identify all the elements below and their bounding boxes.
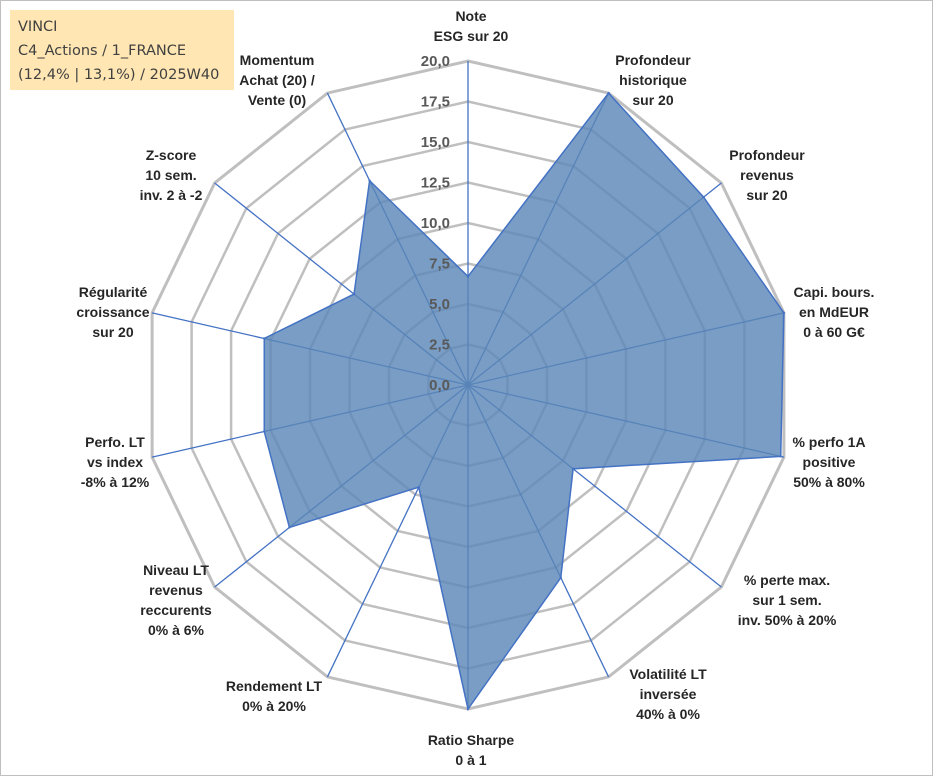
category-label-line: Niveau LT <box>143 562 209 578</box>
category-label-line: Volatilité LT <box>629 666 707 682</box>
category-label-line: Capi. bours. <box>794 284 875 300</box>
category-label-line: Profondeur <box>615 52 691 68</box>
category-label-line: sur 20 <box>632 92 673 108</box>
data-point-4 <box>782 311 786 315</box>
data-point-13 <box>352 292 356 296</box>
category-label-line: 0% à 6% <box>148 622 205 638</box>
category-label-line: sur 20 <box>746 187 787 203</box>
tick-label: 7,5 <box>429 256 450 273</box>
category-label-line: Achat (20) / <box>239 72 315 88</box>
category-label-line: 50% à 80% <box>793 474 865 490</box>
category-label-line: 0% à 20% <box>242 698 306 714</box>
category-label-3: Profondeur revenus sur 20 <box>729 147 805 203</box>
data-point-2 <box>607 91 610 95</box>
info-box: VINCI C4_Actions / 1_FRANCE (12,4% | 13,… <box>10 10 234 90</box>
category-labels: Note ESG sur 20 Profondeur historique sur 20… <box>76 8 874 768</box>
category-label-line: Z-score <box>146 147 197 163</box>
category-label-1: Note ESG sur 20 <box>434 8 509 44</box>
category-label-line: Perfo. LT <box>85 434 145 450</box>
data-point-14 <box>368 179 371 182</box>
data-point-6 <box>571 467 575 471</box>
series-area-1 <box>263 91 785 711</box>
category-label-line: inversée <box>640 686 697 702</box>
category-label-line: Régularité <box>79 284 148 300</box>
data-point-1 <box>466 275 470 278</box>
stock-stats: (12,4% | 13,1%) / 2025W40 <box>18 67 220 83</box>
category-label-line: croissance <box>76 304 149 320</box>
data-point-12 <box>263 337 266 340</box>
stock-category: C4_Actions / 1_FRANCE <box>18 43 187 59</box>
tick-label: 2,5 <box>429 337 450 354</box>
data-point-7 <box>559 576 562 579</box>
category-label-7: Volatilité LT inversée 40% à 0% <box>629 666 707 722</box>
category-label-line: historique <box>619 72 687 88</box>
category-label-10: Niveau LT revenus reccurents 0% à 6% <box>140 562 212 638</box>
data-point-3 <box>702 195 705 199</box>
category-label-11: Perfo. LT vs index -8% à 12% <box>81 434 150 490</box>
tick-label: 20,0 <box>421 53 450 70</box>
data-point-10 <box>288 526 291 529</box>
category-label-line: revenus <box>149 582 203 598</box>
category-label-line: 0 à 60 G€ <box>803 324 865 340</box>
category-label-2: Profondeur historique sur 20 <box>615 52 691 108</box>
data-point-8 <box>466 707 470 711</box>
category-label-line: 0 à 1 <box>455 752 486 768</box>
stock-name: VINCI <box>18 19 58 35</box>
radial-tick-labels: 0,0 2,5 5,0 7,5 10,0 12,5 15,0 17,5 20,0 <box>421 53 450 394</box>
category-label-9: Rendement LT 0% à 20% <box>226 678 323 714</box>
category-label-line: sur 1 sem. <box>752 592 821 608</box>
category-label-line: Vente (0) <box>248 92 306 108</box>
category-label-line: -8% à 12% <box>81 474 150 490</box>
category-label-line: % perfo 1A <box>792 434 865 450</box>
category-label-line: inv. 50% à 20% <box>738 612 837 628</box>
category-label-line: ESG sur 20 <box>434 28 509 44</box>
category-label-line: % perte max. <box>744 572 830 588</box>
category-label-line: Rendement LT <box>226 678 323 694</box>
category-label-line: Profondeur <box>729 147 805 163</box>
category-label-line: Ratio Sharpe <box>428 732 515 748</box>
category-label-line: Note <box>455 8 486 24</box>
category-label-line: en MdEUR <box>799 304 869 320</box>
tick-label: 15,0 <box>421 134 450 151</box>
category-label-line: revenus <box>740 167 794 183</box>
category-label-line: 10 sem. <box>145 167 196 183</box>
tick-label: 12,5 <box>421 175 450 192</box>
category-label-line: inv. 2 à -2 <box>140 187 203 203</box>
category-label-line: vs index <box>87 454 143 470</box>
data-point-11 <box>263 430 266 433</box>
category-label-5: % perfo 1A positive 50% à 80% <box>792 434 865 490</box>
category-label-line: reccurents <box>140 602 212 618</box>
tick-label: 0,0 <box>429 377 450 394</box>
data-point-9 <box>417 485 420 489</box>
category-label-12: Régularité croissance sur 20 <box>76 284 149 340</box>
category-label-6: % perte max. sur 1 sem. inv. 50% à 20% <box>738 572 837 628</box>
tick-label: 10,0 <box>421 215 450 232</box>
radar-series <box>263 91 786 711</box>
category-label-13: Z-score 10 sem. inv. 2 à -2 <box>140 147 203 203</box>
tick-label: 5,0 <box>429 296 450 313</box>
category-label-line: Momentum <box>240 52 315 68</box>
data-point-5 <box>779 455 782 458</box>
category-label-14: Momentum Achat (20) / Vente (0) <box>239 52 315 108</box>
category-label-8: Ratio Sharpe 0 à 1 <box>428 732 515 768</box>
category-label-line: positive <box>803 454 856 470</box>
category-label-4: Capi. bours. en MdEUR 0 à 60 G€ <box>794 284 875 340</box>
category-label-line: sur 20 <box>92 324 133 340</box>
category-label-line: 40% à 0% <box>636 706 700 722</box>
tick-label: 17,5 <box>421 94 450 111</box>
